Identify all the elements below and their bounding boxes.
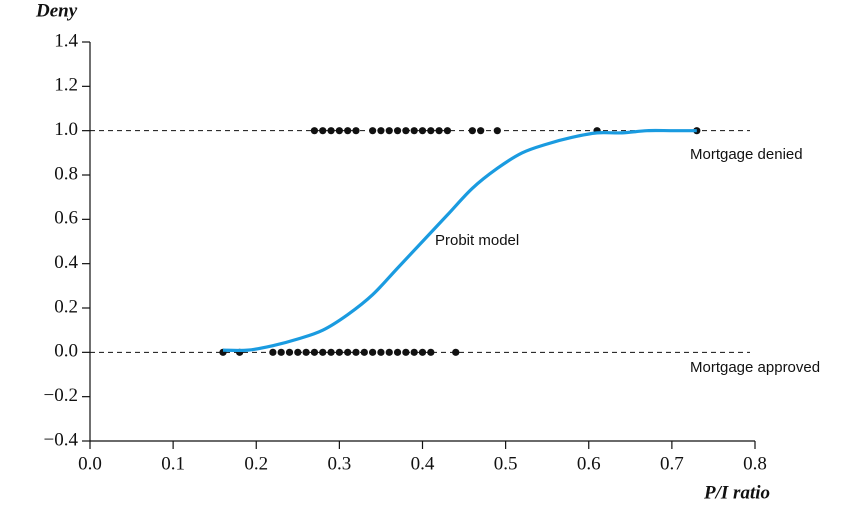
y-tick-label: 1.4: [54, 30, 78, 51]
y-tick-label: 0.4: [54, 252, 78, 273]
x-axis-label: P/I ratio: [703, 482, 770, 503]
data-point: [410, 127, 418, 135]
data-point: [385, 348, 393, 356]
data-point: [468, 127, 476, 135]
data-point: [352, 348, 360, 356]
x-tick-label: 0.4: [411, 453, 435, 474]
annotation: Mortgage denied: [690, 146, 803, 163]
y-axis-label: Deny: [35, 0, 78, 21]
data-point: [310, 348, 319, 356]
data-point: [327, 348, 335, 356]
data-point: [385, 127, 393, 135]
y-tick-label: 0.8: [54, 163, 78, 184]
data-point: [452, 348, 460, 356]
y-tick-label: 0.6: [54, 208, 78, 229]
data-point: [335, 127, 343, 135]
data-point: [344, 348, 352, 356]
data-point: [352, 127, 360, 135]
data-point: [344, 127, 352, 135]
x-tick-label: 0.2: [244, 453, 268, 474]
y-tick-label: −0.4: [44, 429, 79, 450]
y-tick-label: 0.0: [54, 341, 78, 362]
data-point: [377, 348, 385, 356]
x-tick-label: 0.5: [494, 453, 518, 474]
data-point: [377, 127, 385, 135]
data-point: [393, 348, 402, 356]
data-point: [410, 348, 418, 356]
annotation: Mortgage approved: [690, 359, 820, 376]
data-point: [294, 348, 302, 356]
data-point: [285, 348, 294, 356]
data-point: [402, 127, 410, 135]
data-point: [418, 127, 427, 135]
y-tick-label: −0.2: [44, 385, 78, 406]
data-point: [335, 348, 343, 356]
x-tick-label: 0.7: [660, 453, 684, 474]
data-point: [402, 348, 410, 356]
probit-curve: [222, 128, 697, 353]
data-point: [310, 127, 319, 135]
data-point: [360, 348, 368, 356]
data-point: [477, 127, 485, 135]
x-tick-label: 0.6: [577, 453, 601, 474]
data-point: [393, 127, 402, 135]
y-tick-label: 0.2: [54, 296, 78, 317]
data-point: [493, 127, 501, 135]
y-tick-label: 1.0: [54, 119, 78, 140]
data-point: [277, 348, 285, 356]
annotation: Probit model: [435, 232, 519, 249]
data-point: [269, 348, 277, 356]
data-point: [319, 348, 327, 356]
data-point: [443, 127, 452, 135]
data-point: [435, 127, 443, 135]
x-tick-label: 0.8: [743, 453, 767, 474]
data-point: [369, 127, 377, 135]
data-point: [418, 348, 427, 356]
data-point: [319, 127, 327, 135]
data-point: [302, 348, 310, 356]
data-point: [369, 348, 377, 356]
data-point: [427, 127, 435, 135]
x-tick-label: 0.0: [78, 453, 102, 474]
data-point: [427, 348, 435, 356]
x-tick-label: 0.3: [328, 453, 352, 474]
x-tick-label: 0.1: [161, 453, 185, 474]
data-point: [327, 127, 335, 135]
y-tick-label: 1.2: [54, 75, 78, 96]
